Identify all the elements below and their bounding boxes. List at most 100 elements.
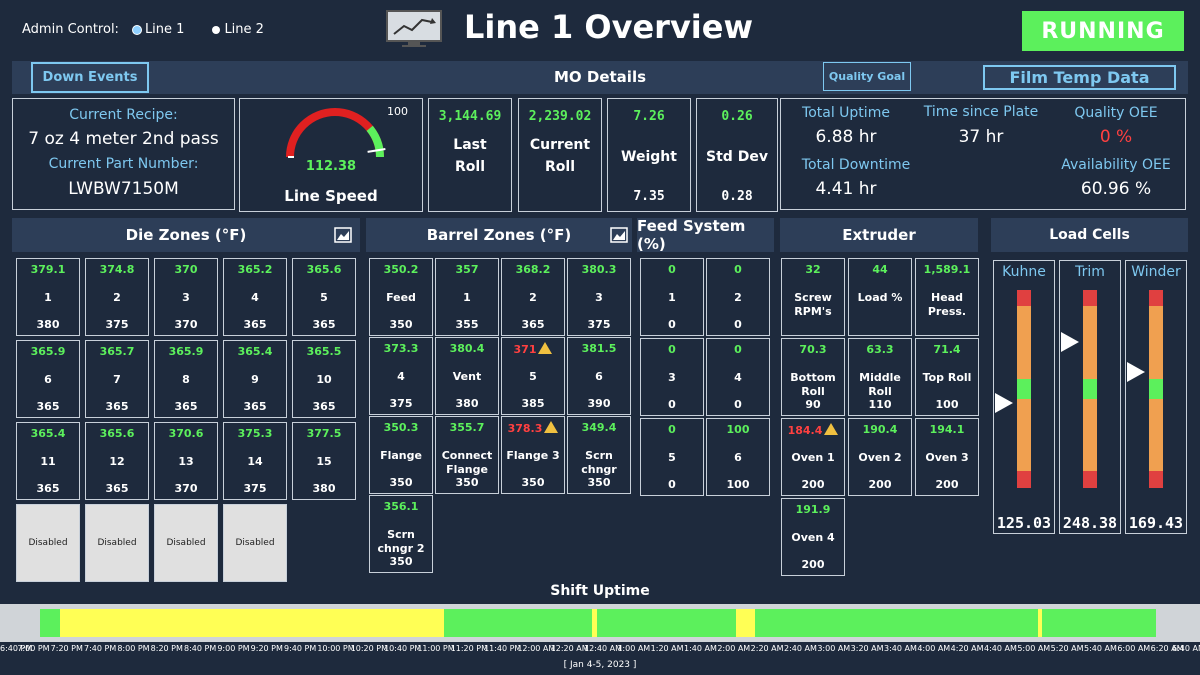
film-temp-data-button[interactable]: Film Temp Data	[983, 65, 1176, 90]
zone-label: 14	[247, 455, 263, 468]
extruder-cell[interactable]: 194.1 Oven 3 200	[915, 418, 979, 496]
load-cell-band	[1149, 471, 1163, 488]
feed-system-cell[interactable]: 0 5 0	[640, 418, 704, 496]
die-zone-cell[interactable]: 365.7 7 365	[85, 340, 149, 418]
shift-segment-running[interactable]	[443, 609, 593, 637]
zone-setpoint-value: 350	[521, 476, 545, 489]
barrel-zone-cell[interactable]: 368.2 2 365	[501, 258, 565, 336]
die-zone-cell[interactable]: 365.9 6 365	[16, 340, 80, 418]
feed-system-cell[interactable]: 0 4 0	[706, 338, 770, 416]
page-title: Line 1 Overview	[464, 8, 754, 46]
zone-label: Oven 1	[791, 451, 835, 464]
barrel-zone-cell[interactable]: 373.3 4 375	[369, 337, 433, 415]
gauge-max: 100	[387, 105, 408, 118]
barrel-zone-cell[interactable]: 357 1 355	[435, 258, 499, 336]
extruder-cell[interactable]: 191.9 Oven 4 200	[781, 498, 845, 576]
zone-label: 13	[178, 455, 194, 468]
die-zone-cell[interactable]: 365.2 4 365	[223, 258, 287, 336]
die-zone-cell[interactable]: 365.6 5 365	[292, 258, 356, 336]
die-zone-cell[interactable]: 365.4 11 365	[16, 422, 80, 500]
die-zone-cell[interactable]: 379.1 1 380	[16, 258, 80, 336]
barrel-zone-cell[interactable]: 356.1 Scrn chngr 2 350	[369, 495, 433, 573]
die-zone-cell[interactable]: 365.5 10 365	[292, 340, 356, 418]
shift-axis-tick: 1:20 AM	[650, 644, 684, 653]
shift-axis-tick: 7:20 PM	[50, 644, 83, 653]
shift-axis-tick: 12:40 AM	[584, 644, 622, 653]
shift-segment-idle[interactable]	[736, 609, 756, 637]
radio-line-2[interactable]: Line 2	[212, 22, 264, 37]
barrel-zone-cell[interactable]: 350.2 Feed 350	[369, 258, 433, 336]
extruder-cell[interactable]: 190.4 Oven 2 200	[848, 418, 912, 496]
extruder-cell[interactable]: 32 Screw RPM's	[781, 258, 845, 336]
zone-actual-value: 380.3	[581, 263, 617, 276]
shift-segment-running[interactable]	[596, 609, 737, 637]
zone-actual-value: 63.3	[866, 343, 894, 356]
zone-label: 2	[529, 291, 537, 304]
load-cell-pointer-icon	[1127, 362, 1145, 383]
die-zone-cell[interactable]: 370.6 13 370	[154, 422, 218, 500]
extruder-cell[interactable]: 63.3 Middle Roll 110	[848, 338, 912, 416]
extruder-cell[interactable]: 71.4 Top Roll 100	[915, 338, 979, 416]
radio-line-1[interactable]: Line 1	[132, 22, 184, 37]
barrel-zone-cell[interactable]: 350.3 Flange 350	[369, 416, 433, 494]
load-cell-pointer-icon	[1061, 331, 1079, 352]
barrel-zone-cell[interactable]: 371 5 385	[501, 337, 565, 415]
feed-system-cell[interactable]: 0 1 0	[640, 258, 704, 336]
load-cell-value: 125.03	[996, 514, 1052, 532]
shift-segment-idle[interactable]	[60, 609, 444, 637]
shift-segment-running[interactable]	[1042, 609, 1156, 637]
zone-label: 12	[109, 455, 125, 468]
shift-axis-tick: 6:00 AM	[1117, 644, 1151, 653]
die-zone-cell[interactable]: 370 3 370	[154, 258, 218, 336]
chart-trend-icon[interactable]	[610, 227, 628, 243]
zone-actual-value: 377.5	[306, 427, 342, 440]
chart-trend-icon[interactable]	[334, 227, 352, 243]
shift-segment-idle[interactable]	[1037, 609, 1043, 637]
feed-system-cell[interactable]: 100 6 100	[706, 418, 770, 496]
zone-label: Feed	[386, 291, 416, 304]
feed-system-cell[interactable]: 0 3 0	[640, 338, 704, 416]
barrel-zone-cell[interactable]: 380.4 Vent 380	[435, 337, 499, 415]
down-events-button[interactable]: Down Events	[31, 62, 149, 93]
zone-label: Oven 2	[858, 451, 902, 464]
barrel-zone-cell[interactable]: 355.7 Connect Flange 350	[435, 416, 499, 494]
die-zone-cell[interactable]: 365.6 12 365	[85, 422, 149, 500]
zone-setpoint-value: 365	[243, 318, 267, 331]
quality-goal-button[interactable]: Quality Goal	[823, 62, 911, 91]
zone-setpoint-value: 380	[36, 318, 60, 331]
die-zone-cell[interactable]: 375.3 14 375	[223, 422, 287, 500]
zone-setpoint-value: 90	[805, 398, 821, 411]
current-roll-label-2: Roll	[545, 159, 575, 175]
feed-system-title: Feed System (%)	[637, 217, 746, 253]
zone-actual-value: 100	[726, 423, 750, 436]
weight-bottom: 7.35	[633, 189, 665, 204]
zone-setpoint-value: 0	[668, 398, 676, 411]
weight-label: Weight	[621, 149, 677, 165]
zone-label: 3	[668, 371, 676, 384]
zone-label: Oven 3	[925, 451, 969, 464]
zone-label: 6	[44, 373, 52, 386]
barrel-zone-cell[interactable]: 349.4 Scrn chngr 350	[567, 416, 631, 494]
die-zone-cell[interactable]: 365.9 8 365	[154, 340, 218, 418]
zone-setpoint-value: 365	[521, 318, 545, 331]
die-zone-cell[interactable]: 377.5 15 380	[292, 422, 356, 500]
zone-setpoint-value: 350	[587, 476, 611, 489]
barrel-zone-cell[interactable]: 378.3 Flange 3 350	[501, 416, 565, 494]
extruder-cell[interactable]: 70.3 Bottom Roll 90	[781, 338, 845, 416]
zone-actual-value: 379.1	[30, 263, 66, 276]
extruder-cell[interactable]: 44 Load %	[848, 258, 912, 336]
barrel-zone-cell[interactable]: 381.5 6 390	[567, 337, 631, 415]
zone-actual-value: 373.3	[383, 342, 419, 355]
shift-segment-idle[interactable]	[592, 609, 597, 637]
zone-label: 5	[668, 451, 676, 464]
barrel-zone-cell[interactable]: 380.3 3 375	[567, 258, 631, 336]
feed-system-cell[interactable]: 0 2 0	[706, 258, 770, 336]
extruder-cell[interactable]: 184.4 Oven 1 200	[781, 418, 845, 496]
die-zone-cell[interactable]: 374.8 2 375	[85, 258, 149, 336]
extruder-cell[interactable]: 1,589.1 Head Press.	[915, 258, 979, 336]
die-zone-cell[interactable]: 365.4 9 365	[223, 340, 287, 418]
load-cells-header: Load Cells	[991, 218, 1188, 252]
shift-segment-running[interactable]	[755, 609, 1038, 637]
shift-segment-running[interactable]	[40, 609, 61, 637]
zone-label: Oven 4	[791, 531, 835, 544]
